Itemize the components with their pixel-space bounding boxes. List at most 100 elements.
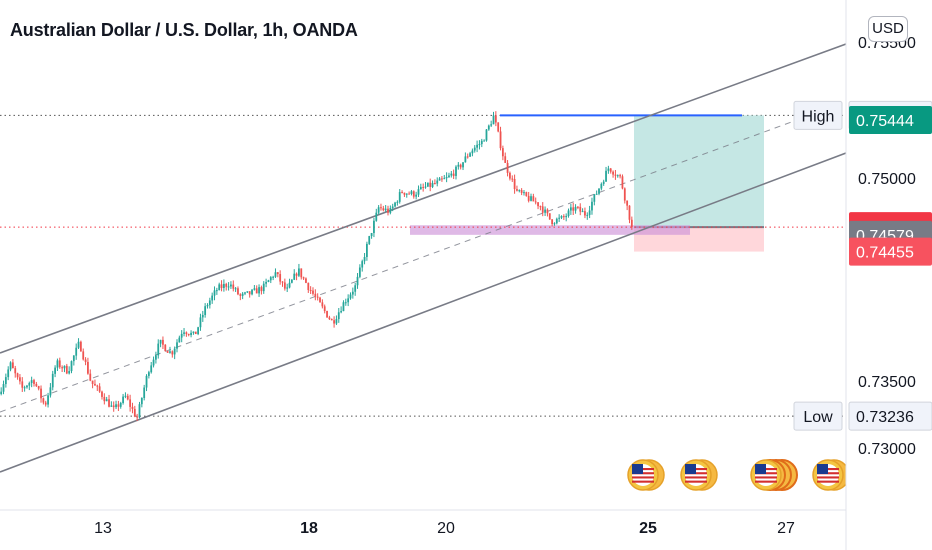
price-label-orange[interactable]: 0.74455 bbox=[849, 237, 932, 266]
flag-us-icon[interactable] bbox=[680, 459, 718, 491]
candle-body bbox=[157, 343, 160, 356]
candle-body bbox=[471, 150, 474, 154]
candle-body bbox=[63, 365, 66, 369]
flag-stripe bbox=[685, 480, 707, 483]
flag-us-icon[interactable] bbox=[627, 459, 665, 491]
price-label-hl[interactable]: 0.73236 Low bbox=[793, 401, 932, 431]
candle-body bbox=[457, 164, 460, 167]
candle-body bbox=[534, 201, 537, 203]
price-axis[interactable]: 0.755000.750000.735000.730000.75464High0… bbox=[793, 0, 932, 550]
candle-body bbox=[241, 293, 244, 296]
candle-body bbox=[410, 191, 413, 194]
channel-mid-line[interactable] bbox=[0, 101, 846, 413]
channel-lower-line[interactable] bbox=[0, 152, 846, 473]
candle-body bbox=[363, 257, 366, 262]
candle-body bbox=[553, 223, 556, 225]
candle-body bbox=[225, 283, 228, 287]
channel-upper-line[interactable] bbox=[0, 43, 846, 354]
candle-body bbox=[140, 397, 143, 405]
candle-body bbox=[49, 387, 52, 396]
candle-body bbox=[600, 183, 603, 189]
candle-body bbox=[295, 273, 298, 276]
candle-body bbox=[65, 365, 68, 374]
candle-body bbox=[544, 209, 546, 213]
candle-body bbox=[483, 140, 486, 142]
candle-body bbox=[614, 174, 617, 176]
candle-body bbox=[19, 377, 21, 382]
candle-body bbox=[349, 294, 352, 299]
candle-body bbox=[258, 287, 260, 294]
candle-body bbox=[443, 178, 446, 180]
candle-body bbox=[375, 212, 378, 221]
candle-body bbox=[499, 131, 502, 149]
flag-us-icon[interactable] bbox=[750, 459, 798, 491]
candle-body bbox=[431, 183, 434, 187]
candle-body bbox=[33, 380, 35, 384]
candle-body bbox=[108, 399, 110, 407]
price-label-tag-box bbox=[793, 401, 843, 431]
candle-body bbox=[501, 148, 504, 157]
candle-body bbox=[551, 219, 554, 225]
support-zone[interactable] bbox=[410, 225, 690, 235]
target-zone[interactable] bbox=[634, 115, 764, 228]
price-label-green[interactable]: 0.75444 bbox=[849, 106, 932, 135]
candle-body bbox=[422, 186, 425, 188]
candle-body bbox=[572, 207, 575, 211]
candle-body bbox=[166, 351, 169, 353]
candle-body bbox=[616, 175, 619, 177]
candle-body bbox=[293, 273, 296, 280]
candle-body bbox=[565, 215, 568, 218]
flag-stripe bbox=[817, 476, 839, 479]
candle-body bbox=[312, 290, 314, 294]
candle-body bbox=[101, 391, 103, 397]
candle-body bbox=[555, 218, 558, 224]
candle-body bbox=[253, 288, 256, 290]
candle-body bbox=[305, 278, 307, 283]
candle-body bbox=[516, 189, 518, 191]
flag-us-icon[interactable] bbox=[812, 459, 849, 491]
candle-body bbox=[537, 202, 539, 207]
candle-body bbox=[382, 208, 385, 211]
flag-stripe bbox=[685, 476, 707, 479]
candle-body bbox=[286, 287, 289, 289]
candle-body bbox=[473, 147, 476, 151]
time-axis[interactable]: 13 18 20 25 27 bbox=[0, 509, 846, 537]
candle-body bbox=[61, 367, 64, 369]
currency-button[interactable]: USD bbox=[868, 16, 908, 42]
candle-body bbox=[283, 282, 286, 289]
y-tick-label: 0.75000 bbox=[858, 171, 916, 188]
candle-body bbox=[605, 170, 607, 182]
candle-body bbox=[122, 396, 124, 403]
candle-body bbox=[176, 342, 178, 349]
candle-body bbox=[211, 295, 214, 301]
candle-body bbox=[607, 168, 610, 171]
candle-body bbox=[567, 210, 570, 216]
candle-body bbox=[356, 276, 359, 286]
candle-body bbox=[206, 305, 209, 307]
candle-body bbox=[58, 360, 61, 368]
candle-body bbox=[595, 193, 598, 195]
candle-body bbox=[384, 208, 387, 211]
candle-body bbox=[171, 351, 174, 355]
candle-body bbox=[326, 311, 328, 318]
candle-body bbox=[279, 274, 282, 282]
candle-body bbox=[373, 220, 375, 234]
price-label-tag-box bbox=[793, 100, 843, 130]
candle-body bbox=[2, 384, 5, 392]
candle-body bbox=[358, 267, 361, 277]
candle-body bbox=[16, 373, 19, 378]
candle-body bbox=[220, 284, 223, 288]
candle-body bbox=[262, 283, 265, 292]
candle-body bbox=[368, 236, 371, 244]
plot-area[interactable] bbox=[0, 43, 849, 491]
candle-body bbox=[602, 181, 605, 184]
candle-body bbox=[340, 311, 343, 313]
candle-body bbox=[72, 355, 75, 362]
candle-body bbox=[520, 190, 523, 193]
candle-body bbox=[98, 386, 101, 392]
candle-body bbox=[342, 302, 345, 312]
candle-body bbox=[394, 202, 396, 207]
candle-body bbox=[619, 175, 622, 177]
x-tick-label: 27 bbox=[777, 520, 795, 537]
